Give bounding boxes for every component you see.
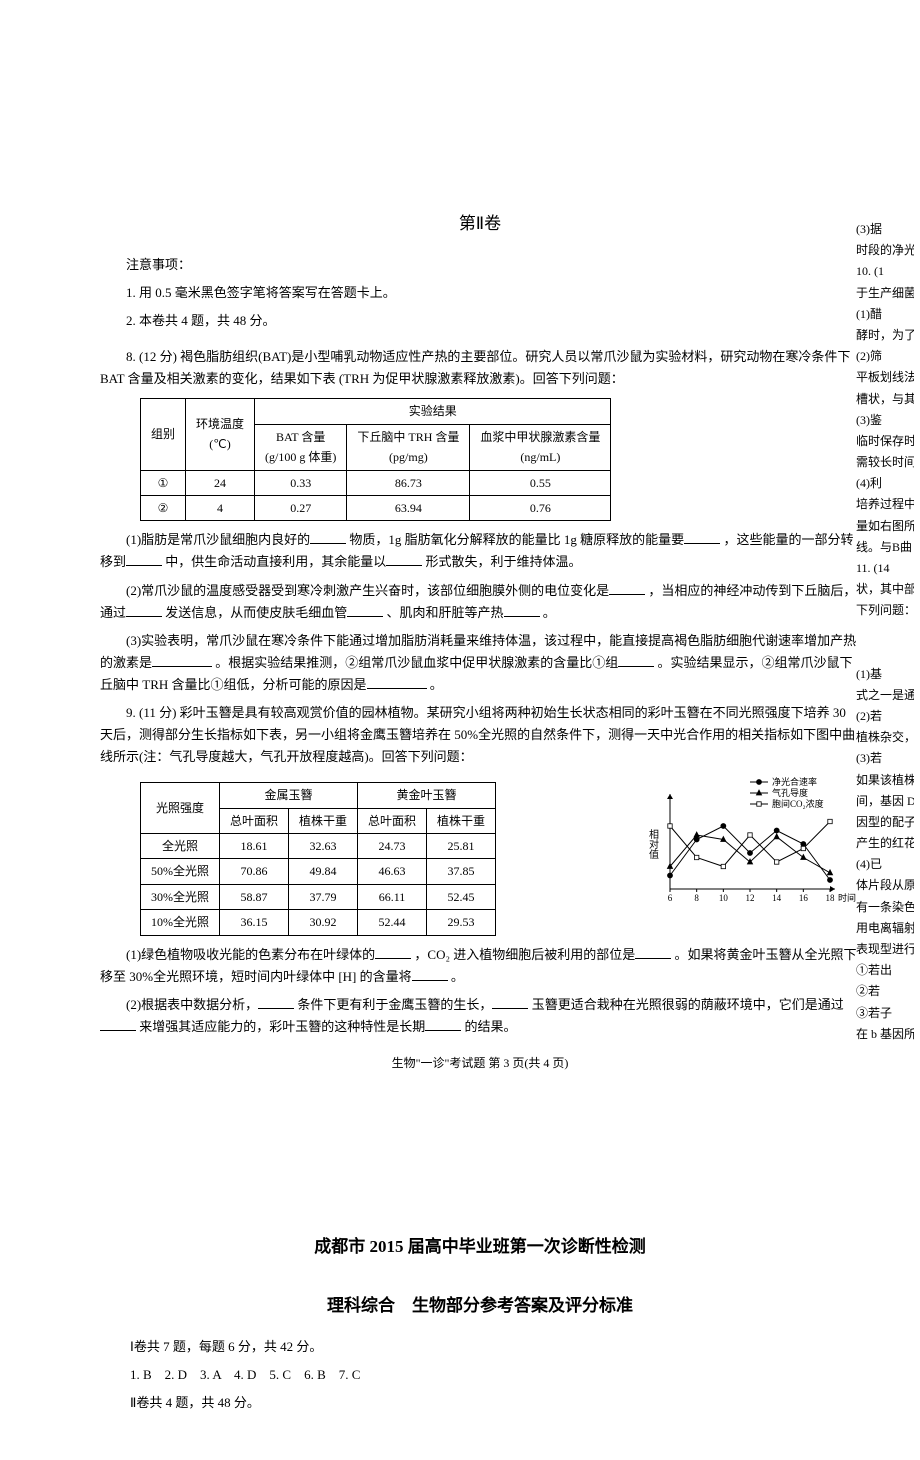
blank: [609, 582, 645, 595]
notice-2: 2. 本卷共 4 题，共 48 分。: [100, 310, 860, 332]
answer-key-subtitle: 理科综合 生物部分参考答案及评分标准: [100, 1292, 860, 1321]
table-row: 50%全光照70.8649.8446.6337.85: [141, 859, 496, 884]
table-row: ② 4 0.27 63.94 0.76: [141, 495, 611, 520]
blank: [367, 676, 427, 689]
svg-text:12: 12: [746, 893, 755, 903]
blank: [412, 968, 448, 981]
q9-th-light: 光照强度: [141, 783, 220, 834]
answer-key-title: 成都市 2015 届高中毕业班第一次诊断性检测: [100, 1233, 860, 1262]
q8-th-temp: 环境温度 (℃): [186, 399, 255, 470]
section-2-title: 第Ⅱ卷: [100, 210, 860, 239]
adjacent-page-fragment: (3)据 时段的净光 10. (1 于生产细菌 (1)醋 酵时，为了 (2)筛 …: [856, 220, 914, 1046]
answer-line-1: Ⅰ卷共 7 题，每题 6 分，共 42 分。: [130, 1336, 860, 1358]
table-row: 30%全光照58.8737.7966.1152.45: [141, 884, 496, 909]
q9-chart: 相对值 6 8 10 12 14 16 18时间 净光合速率气孔导度胞间CO₂浓度: [640, 774, 860, 914]
q8-p3: (3)实验表明，常爪沙鼠在寒冷条件下能通过增加脂肪消耗量来维持体温，该过程中，能…: [100, 630, 860, 696]
svg-text:时间: 时间: [838, 892, 856, 903]
q9-th-huang: 黄金叶玉簪: [358, 783, 496, 808]
blank: [375, 946, 411, 959]
blank: [126, 553, 162, 566]
svg-text:净光合速率: 净光合速率: [772, 776, 817, 787]
svg-text:相对值: 相对值: [647, 828, 659, 860]
blank: [635, 946, 671, 959]
svg-text:14: 14: [772, 893, 782, 903]
blank: [100, 1018, 136, 1031]
q8-p1: (1)脂肪是常爪沙鼠细胞内良好的 物质，1g 脂肪氧化分解释放的能量比 1g 糖…: [100, 529, 860, 573]
blank: [425, 1018, 461, 1031]
page-footer: 生物"一诊"考试题 第 3 页(共 4 页): [100, 1053, 860, 1073]
notice-1: 1. 用 0.5 毫米黑色签字笔将答案写在答题卡上。: [100, 282, 860, 304]
svg-text:6: 6: [668, 893, 673, 903]
q8-th-trh: 下丘脑中 TRH 含量 (pg/mg): [347, 424, 470, 470]
answer-line-3: Ⅱ卷共 4 题，共 48 分。: [130, 1392, 860, 1414]
svg-text:胞间CO₂浓度: 胞间CO₂浓度: [772, 798, 824, 809]
svg-text:气孔导度: 气孔导度: [772, 787, 808, 798]
answer-line-2: 1. B 2. D 3. A 4. D 5. C 6. B 7. C: [130, 1364, 860, 1386]
blank: [504, 604, 540, 617]
blank: [618, 654, 654, 667]
q8-p2: (2)常爪沙鼠的温度感受器受到寒冷刺激产生兴奋时，该部位细胞膜外侧的电位变化是 …: [100, 580, 860, 624]
q8-stem: 8. (12 分) 褐色脂肪组织(BAT)是小型哺乳动物适应性产热的主要部位。研…: [100, 346, 860, 390]
blank: [152, 654, 212, 667]
blank: [492, 996, 528, 1009]
blank: [126, 604, 162, 617]
q8-th-thy: 血浆中甲状腺激素含量 (ng/mL): [470, 424, 611, 470]
q8-th-group: 组别: [141, 399, 186, 470]
svg-text:18: 18: [826, 893, 836, 903]
q9-p1: (1)绿色植物吸收光能的色素分布在叶绿体的 ，CO₂ 进入植物细胞后被利用的部位…: [100, 944, 860, 988]
table-row: 10%全光照36.1530.9252.4429.53: [141, 910, 496, 935]
svg-text:10: 10: [719, 893, 729, 903]
blank: [684, 531, 720, 544]
q9-stem: 9. (11 分) 彩叶玉簪是具有较高观赏价值的园林植物。某研究小组将两种初始生…: [100, 702, 860, 768]
q8-table: 组别 环境温度 (℃) 实验结果 BAT 含量 (g/100 g 体重) 下丘脑…: [140, 398, 611, 521]
q8-th-bat: BAT 含量 (g/100 g 体重): [255, 424, 347, 470]
q8-th-result: 实验结果: [255, 399, 611, 424]
blank: [258, 996, 294, 1009]
svg-text:8: 8: [694, 893, 699, 903]
q9-table: 光照强度 金属玉簪 黄金叶玉簪 总叶面积 植株干重 总叶面积 植株干重 全光照1…: [140, 782, 496, 935]
notice-label: 注意事项：: [100, 254, 860, 276]
table-row: ① 24 0.33 86.73 0.55: [141, 470, 611, 495]
svg-text:16: 16: [799, 893, 809, 903]
blank: [310, 531, 346, 544]
q9-p2: (2)根据表中数据分析， 条件下更有利于金鹰玉簪的生长， 玉簪更适合栽种在光照很…: [100, 994, 860, 1038]
blank: [347, 604, 383, 617]
blank: [386, 553, 422, 566]
table-row: 全光照18.6132.6324.7325.81: [141, 834, 496, 859]
q9-th-jin: 金属玉簪: [220, 783, 358, 808]
